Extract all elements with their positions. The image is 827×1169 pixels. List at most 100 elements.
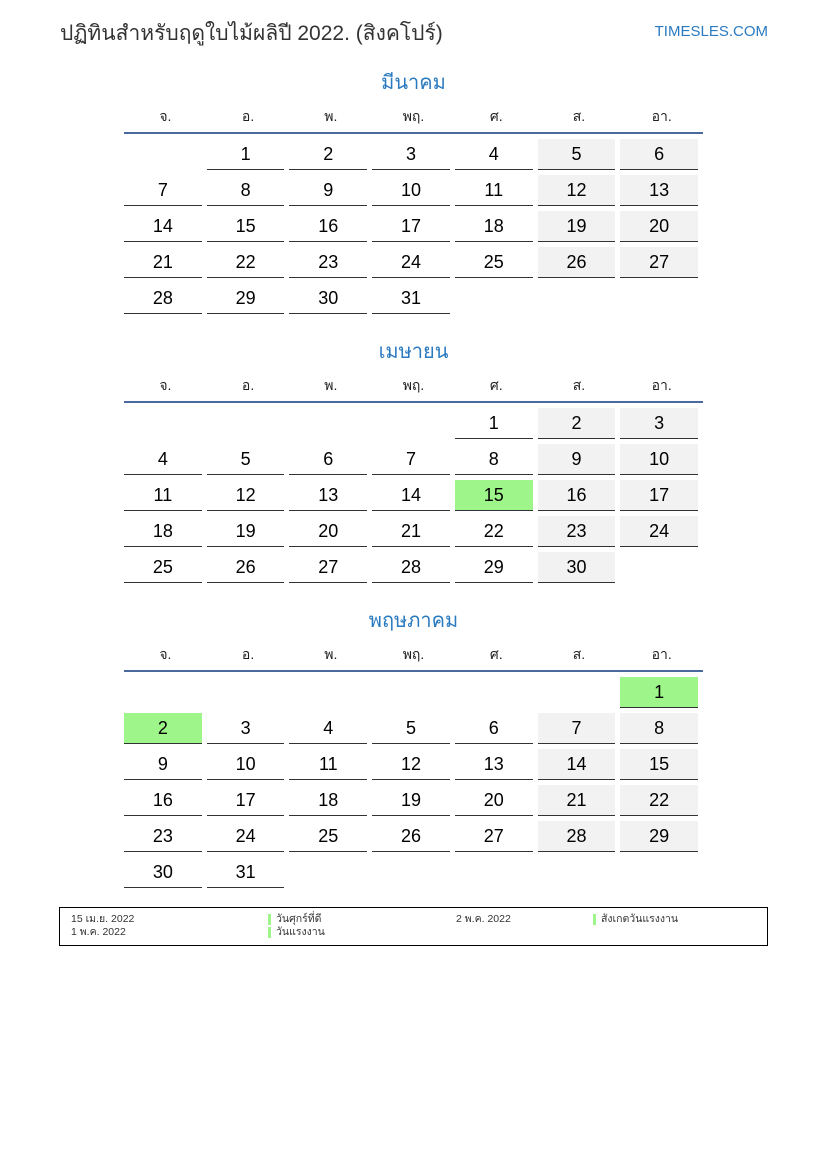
day-cell: 11 <box>454 175 533 206</box>
legend-name: สังเกตวันแรงงาน <box>601 913 679 925</box>
day-cell: 8 <box>620 713 699 744</box>
day-cell: 17 <box>620 480 699 511</box>
day-cell: 1 <box>206 139 285 170</box>
day-cell: 20 <box>454 785 533 816</box>
site-link[interactable]: TIMESLES.COM <box>654 23 768 40</box>
day-cell: 16 <box>289 211 368 242</box>
weekday-label: พฤ. <box>402 108 425 124</box>
day-cell: 20 <box>620 211 699 242</box>
weekday-header: จ. อ. พ. พฤ. ศ. ส. อา. <box>124 373 703 403</box>
day-cell: 29 <box>620 821 699 852</box>
day-cell: 22 <box>620 785 699 816</box>
day-cell: 16 <box>124 785 202 816</box>
day-cell: 6 <box>620 139 699 170</box>
day-cell: 26 <box>537 247 616 278</box>
day-cell: 1 <box>454 408 533 439</box>
day-cell: 3 <box>206 713 285 744</box>
day-cell: 18 <box>289 785 368 816</box>
week-row: 30 31 <box>124 857 703 893</box>
empty-cell <box>372 677 450 707</box>
weekday-label: จ. <box>159 377 172 393</box>
day-cell: 10 <box>372 175 450 206</box>
day-cell: 15 <box>206 211 285 242</box>
day-cell: 11 <box>124 480 202 511</box>
day-cell: 18 <box>454 211 533 242</box>
week-row: 16 17 18 19 20 21 22 <box>124 785 703 821</box>
month-title: พฤษภาคม <box>368 610 459 632</box>
day-cell: 13 <box>620 175 699 206</box>
empty-cell <box>124 677 202 707</box>
week-row: 4 5 6 7 8 9 10 <box>124 444 703 480</box>
empty-cell <box>455 857 533 887</box>
day-cell: 11 <box>289 749 368 780</box>
week-row: 14 15 16 17 18 19 20 <box>124 211 703 247</box>
month-title: มีนาคม <box>381 72 446 94</box>
day-cell: 25 <box>289 821 368 852</box>
weekday-label: อา. <box>651 377 672 393</box>
weekday-label: จ. <box>159 108 172 124</box>
weekday-label: อ. <box>241 377 255 393</box>
week-row: 1 <box>124 677 703 713</box>
weekday-label: จ. <box>159 646 172 662</box>
holiday-color-marker <box>268 926 271 938</box>
day-cell: 5 <box>206 444 285 475</box>
day-cell: 30 <box>289 283 368 314</box>
weekday-label: พฤ. <box>402 646 425 662</box>
week-row: 9 10 11 12 13 14 15 <box>124 749 703 785</box>
day-cell: 7 <box>124 175 202 206</box>
day-cell: 7 <box>537 713 616 744</box>
day-cell: 21 <box>372 516 450 547</box>
weekday-label: พ. <box>324 646 338 662</box>
day-cell: 3 <box>372 139 450 170</box>
empty-cell <box>207 408 285 438</box>
month-title: เมษายน <box>378 341 449 363</box>
day-cell: 8 <box>206 175 285 206</box>
day-cell: 7 <box>372 444 450 475</box>
legend-holiday: วันแรงงาน <box>268 926 325 939</box>
holiday-color-marker <box>268 913 271 925</box>
day-cell: 13 <box>289 480 368 511</box>
day-cell: 12 <box>372 749 450 780</box>
day-cell: 23 <box>289 247 368 278</box>
day-cell: 24 <box>620 516 699 547</box>
day-cell: 27 <box>289 552 368 583</box>
weekday-label: พ. <box>324 108 338 124</box>
day-cell: 6 <box>289 444 368 475</box>
day-cell: 19 <box>372 785 450 816</box>
week-row: 18 19 20 21 22 23 24 <box>124 516 703 552</box>
week-row: 11 12 13 14 15 16 17 <box>124 480 703 516</box>
day-cell: 28 <box>372 552 450 583</box>
day-cell: 8 <box>454 444 533 475</box>
day-cell: 24 <box>372 247 450 278</box>
weekday-label: ส. <box>572 108 586 124</box>
day-cell: 2 <box>289 139 368 170</box>
day-cell: 3 <box>620 408 699 439</box>
day-cell: 22 <box>206 247 285 278</box>
weekday-label: พฤ. <box>402 377 425 393</box>
empty-cell <box>289 857 367 887</box>
day-cell: 28 <box>124 283 202 314</box>
day-cell: 4 <box>124 444 202 475</box>
day-cell: 17 <box>206 785 285 816</box>
day-cell: 2 <box>124 713 202 744</box>
legend-date: 15 เม.ย. 2022 <box>71 913 135 925</box>
legend-name: วันศุกร์ที่ดี <box>276 913 322 925</box>
day-cell: 4 <box>289 713 368 744</box>
day-cell: 9 <box>124 749 202 780</box>
empty-cell <box>372 857 450 887</box>
empty-cell <box>289 408 367 438</box>
weekday-header: จ. อ. พ. พฤ. ศ. ส. อา. <box>124 642 703 672</box>
day-cell: 14 <box>372 480 450 511</box>
legend-name: วันแรงงาน <box>276 926 325 938</box>
week-row: 25 26 27 28 29 30 <box>124 552 703 588</box>
empty-cell <box>538 677 616 707</box>
day-cell: 27 <box>620 247 699 278</box>
weekday-label: อ. <box>241 646 255 662</box>
weekday-label: ศ. <box>489 646 503 662</box>
legend-holiday: วันศุกร์ที่ดี <box>268 913 321 926</box>
weekday-label: ศ. <box>489 108 503 124</box>
day-cell: 19 <box>206 516 285 547</box>
